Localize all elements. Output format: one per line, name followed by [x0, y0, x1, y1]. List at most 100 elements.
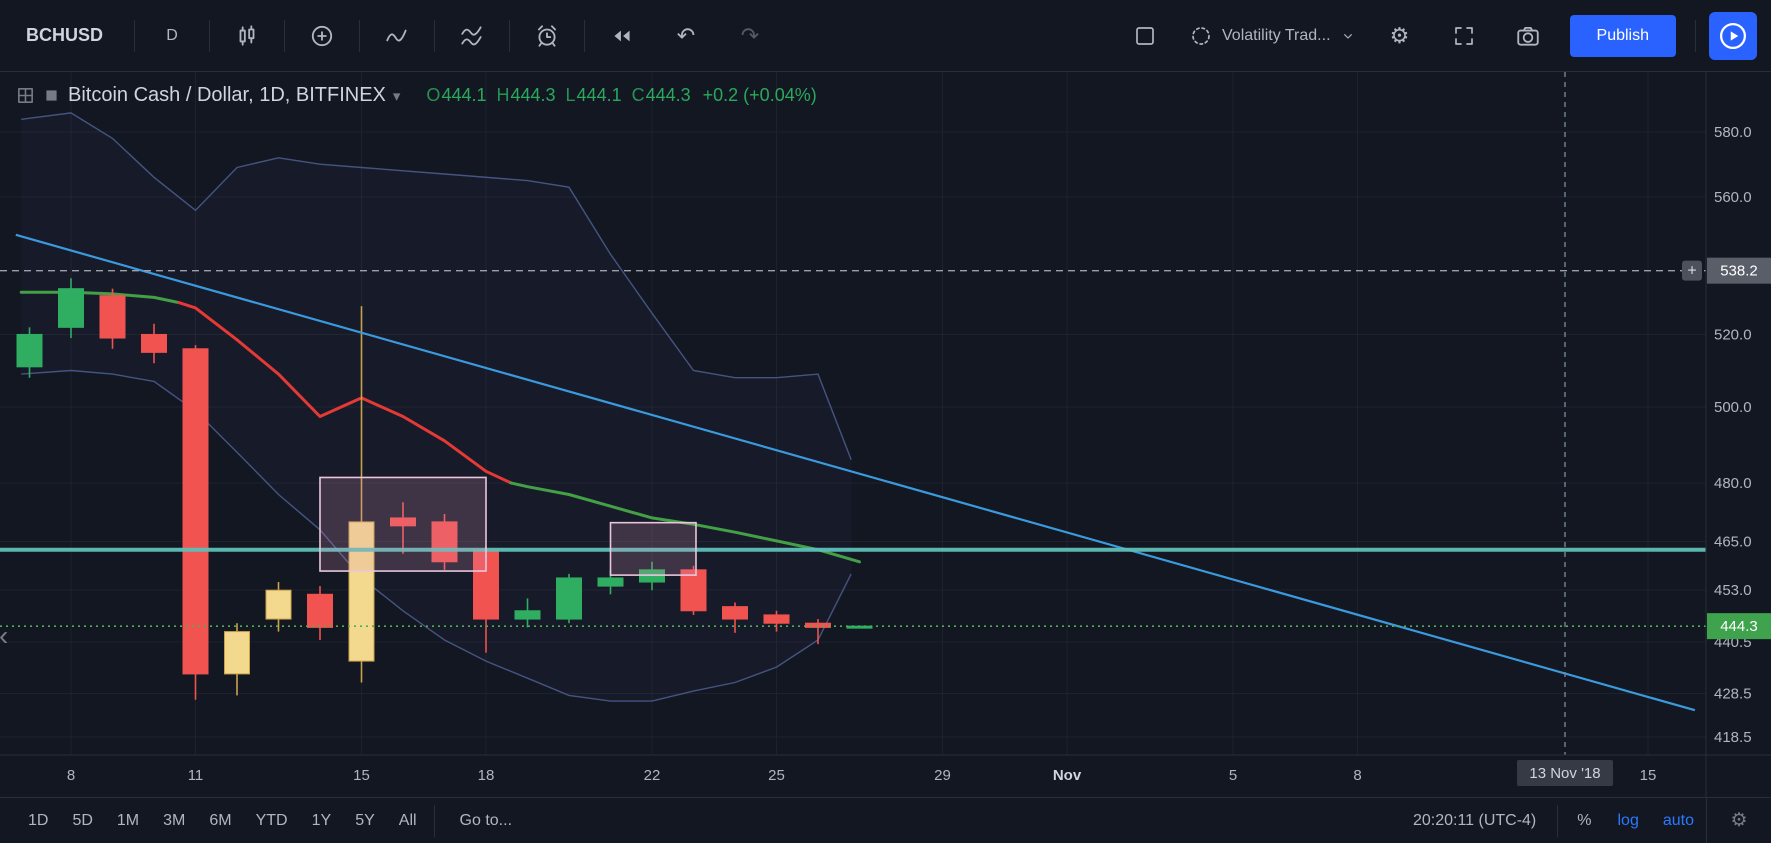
divider: [134, 19, 136, 52]
candle: [431, 514, 458, 570]
time-axis-label[interactable]: 8: [1353, 767, 1361, 784]
redo-icon: ↷: [740, 22, 760, 48]
time-axis-label[interactable]: 8: [67, 767, 75, 784]
price-axis-label[interactable]: 418.5: [1714, 729, 1752, 746]
candle: [556, 573, 582, 624]
divider: [434, 19, 436, 52]
range-button-5d[interactable]: 5D: [72, 811, 93, 829]
layout-menu-button[interactable]: Volatility Trad...: [1177, 13, 1368, 59]
price-axis-label[interactable]: 500.0: [1714, 399, 1752, 416]
grid-icon[interactable]: [16, 86, 35, 105]
time-axis-label[interactable]: 15: [1640, 767, 1657, 784]
time-axis-label[interactable]: 15: [353, 767, 370, 784]
chart-title[interactable]: Bitcoin Cash / Dollar, 1D, BITFINEX ▾: [68, 84, 400, 107]
chart-area[interactable]: +580.0 560.0 520.0 500.0 480.0 465.0 453.0 440.…: [0, 72, 1771, 797]
price-axis-label[interactable]: 480.0: [1714, 475, 1752, 492]
range-button-ytd[interactable]: YTD: [255, 811, 288, 829]
time-axis-label[interactable]: 18: [478, 767, 495, 784]
axis-settings-button[interactable]: ⚙: [1706, 798, 1771, 843]
gear-icon: ⚙: [1730, 810, 1748, 831]
time-axis-label[interactable]: 5: [1229, 767, 1237, 784]
play-icon: [1720, 22, 1746, 49]
rectangle-drawing[interactable]: [319, 476, 487, 572]
line-chart-icon: [386, 29, 407, 41]
goto-button[interactable]: Go to...: [459, 811, 513, 829]
clock[interactable]: 20:20:11 (UTC-4): [1412, 811, 1537, 829]
range-button-1y[interactable]: 1Y: [311, 811, 332, 829]
indicator-templates-button[interactable]: [440, 13, 504, 59]
time-axis-label[interactable]: 29: [934, 767, 951, 784]
divider: [1557, 804, 1559, 837]
change-value: +0.2 (+0.04%): [702, 85, 817, 105]
square-icon: [1136, 26, 1154, 45]
divider: [359, 19, 361, 52]
range-selector: 1D 5D 1M 3M 6M YTD 1Y 5Y All: [0, 812, 429, 830]
price-axis-label[interactable]: 560.0: [1714, 189, 1752, 206]
open-label: O: [426, 85, 441, 105]
low-value: 444.1: [576, 85, 622, 105]
redo-button[interactable]: ↷: [718, 13, 782, 59]
rectangle-drawing[interactable]: [609, 521, 697, 576]
divider: [509, 19, 511, 52]
trendline-drawing[interactable]: [15, 233, 1696, 712]
snapshot-button[interactable]: [1496, 13, 1560, 59]
alert-button[interactable]: [515, 13, 579, 59]
candle: [99, 288, 126, 349]
fullscreen-button[interactable]: [1432, 13, 1496, 59]
candle: [265, 582, 292, 632]
time-axis-label[interactable]: 11: [188, 767, 204, 784]
range-button-all[interactable]: All: [398, 811, 417, 829]
price-axis-label[interactable]: 453.0: [1714, 582, 1752, 599]
divider: [284, 19, 286, 52]
symbol-button[interactable]: BCHUSD: [26, 25, 104, 45]
time-axis-label[interactable]: Nov: [1053, 767, 1082, 784]
collapse-sidebar-button[interactable]: ‹: [0, 622, 8, 650]
candle: [680, 565, 707, 615]
candle: [639, 561, 665, 591]
replay-button[interactable]: [590, 13, 654, 59]
range-button-5y[interactable]: 5Y: [355, 811, 375, 829]
cloud-icon: [1192, 26, 1210, 45]
chart-type-button[interactable]: [215, 13, 279, 59]
price-axis-label[interactable]: 580.0: [1714, 124, 1752, 141]
select-layout-button[interactable]: [1113, 13, 1177, 59]
auto-scale-button[interactable]: auto: [1662, 811, 1694, 829]
top-toolbar-right: Volatility Trad... ⚙ Publish: [1113, 11, 1763, 60]
undo-button[interactable]: ↶: [654, 13, 718, 59]
rewind-icon: [614, 30, 630, 41]
line-handle-plus[interactable]: [1682, 260, 1702, 281]
band-lower-line: [21, 369, 852, 702]
percent-scale-button[interactable]: %: [1577, 811, 1592, 829]
compare-button[interactable]: [290, 13, 354, 59]
range-button-1m[interactable]: 1M: [116, 811, 140, 829]
band-fill: [21, 112, 852, 702]
chart-canvas[interactable]: +580.0560.0520.0500.0480.0465.0453.0440.…: [0, 72, 1771, 797]
price-axis-label[interactable]: 428.5: [1714, 685, 1752, 702]
candle: [307, 586, 333, 640]
price-line-label-text: 444.3: [1720, 618, 1758, 635]
candle: [141, 323, 167, 364]
price-axis-label[interactable]: 465.0: [1714, 534, 1752, 551]
range-button-6m[interactable]: 6M: [209, 811, 232, 829]
chevron-down-icon: ▾: [392, 87, 401, 105]
play-button[interactable]: [1709, 11, 1757, 60]
candle: [348, 306, 375, 683]
log-scale-button[interactable]: log: [1617, 811, 1639, 829]
indicators-button[interactable]: [365, 13, 429, 59]
publish-button[interactable]: Publish: [1569, 14, 1676, 57]
pane-icon[interactable]: [43, 87, 60, 104]
alarm-clock-icon: [537, 24, 557, 47]
interval-button[interactable]: D: [166, 26, 178, 44]
candle: [763, 610, 790, 632]
range-button-3m[interactable]: 3M: [163, 811, 186, 829]
divider: [584, 19, 586, 52]
time-axis-label[interactable]: 25: [768, 767, 785, 784]
range-button-1d[interactable]: 1D: [28, 811, 49, 829]
chart-properties-button[interactable]: ⚙: [1368, 13, 1432, 59]
chart-legend: Bitcoin Cash / Dollar, 1D, BITFINEX ▾ O 4…: [16, 84, 817, 107]
fullscreen-icon: [1454, 26, 1473, 45]
time-axis-label[interactable]: 22: [644, 767, 661, 784]
price-axis-label[interactable]: 520.0: [1714, 326, 1752, 343]
candle: [224, 623, 250, 696]
